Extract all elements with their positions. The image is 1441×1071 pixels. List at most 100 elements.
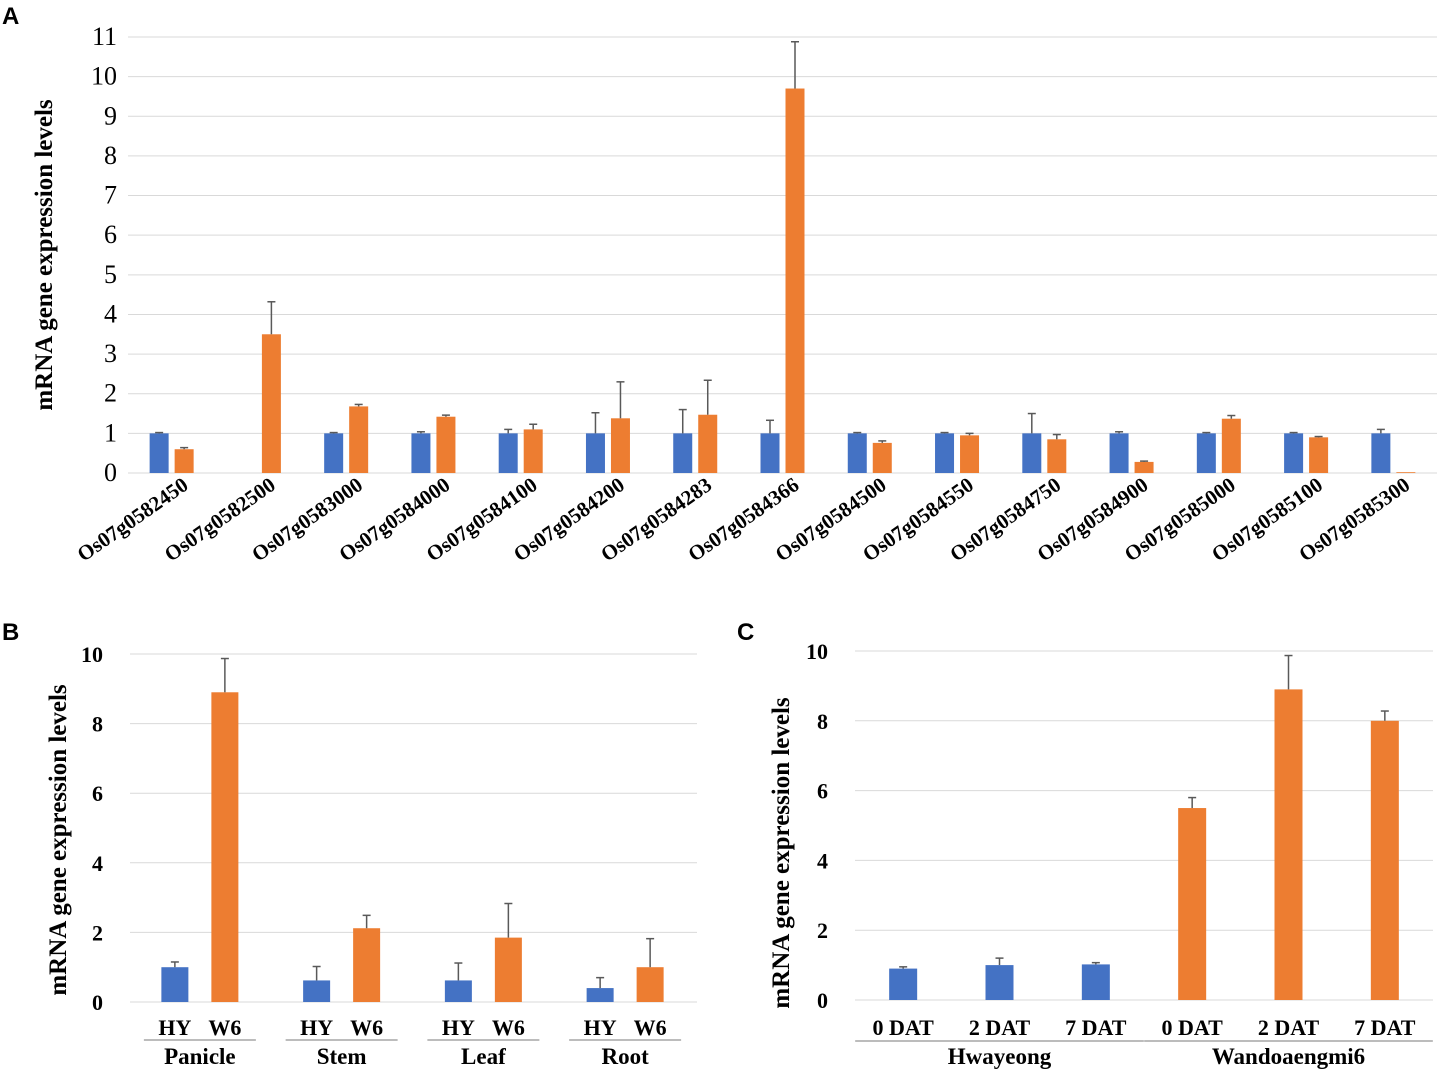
y-tick-label: 4 [104,299,117,328]
bar-w6 [960,435,980,473]
bar [1178,808,1207,1000]
panel-b-y-ticks: 0 2 4 6 8 10 [81,642,103,1015]
bar-w6 [872,442,892,473]
time-point-label: 7 DAT [1065,1015,1127,1040]
y-tick-label: 4 [92,851,103,876]
y-tick-label: 4 [817,848,828,873]
bar-hy [585,433,605,473]
bar-hy [1109,433,1129,473]
y-tick-label: 10 [806,639,828,664]
panel-a-letter: A [2,3,19,30]
panel-c: C 0 2 4 6 8 10 mRNA gene expression levels 0 … [737,619,1433,1069]
panel-c-error-bars [899,654,1389,969]
y-tick-label: 10 [91,62,117,91]
bar-hy [760,433,780,473]
bar-w6 [436,416,456,473]
bar-w6 [523,429,543,473]
panel-a: A 0 1 2 3 4 5 6 7 8 9 10 11 mRNA gene expression le… [2,3,1437,566]
bar-hy [586,988,614,1002]
panel-b-error-bars [170,657,655,989]
panel-a-gridlines [128,36,1437,474]
y-tick-label: 2 [817,918,828,943]
y-tick-label: 6 [817,779,828,804]
y-tick-label: 3 [104,339,117,368]
panel-c-bars [889,689,1399,1000]
bar-w6 [211,692,239,1002]
cultivar-label: Wandoaengmi6 [1212,1044,1365,1069]
y-tick-label: 0 [92,990,103,1015]
bar-hy [444,980,472,1002]
bar-hy [1196,433,1216,473]
y-tick-label: 5 [104,260,117,289]
panel-c-letter: C [737,619,754,646]
bar-w6 [174,449,194,473]
panel-a-error-bars [155,41,1385,462]
bar-w6 [610,418,630,473]
genotype-label: HY [584,1015,617,1040]
time-point-label: 0 DAT [873,1015,935,1040]
bar-hy [161,967,189,1002]
tissue-label: Panicle [164,1044,236,1069]
bar-w6 [349,406,369,473]
bar [889,968,918,1000]
panel-c-gridlines [855,650,1433,1001]
bar [1081,964,1110,1000]
genotype-label: W6 [208,1015,241,1040]
panel-b: B 0 2 4 6 8 10 mRNA gene expression levels HY… [2,619,697,1069]
bar-w6 [1047,439,1067,473]
y-tick-label: 8 [104,141,117,170]
time-point-label: 7 DAT [1354,1015,1416,1040]
panel-c-category-labels: 0 DAT 2 DAT 7 DAT Hwayeong 0 DAT 2 DAT 7 DAT Wa… [855,1015,1433,1069]
y-tick-label: 7 [104,181,117,210]
bar-w6 [353,928,381,1002]
y-tick-label: 11 [92,22,117,51]
bar [1370,720,1399,1000]
y-tick-label: 9 [104,101,117,130]
y-tick-label: 2 [104,379,117,408]
bar-w6 [1396,472,1416,473]
bar-hy [411,433,431,473]
time-point-label: 2 DAT [969,1015,1031,1040]
panel-a-y-ticks: 0 1 2 3 4 5 6 7 8 9 10 11 [91,22,117,487]
tissue-label: Stem [317,1044,367,1069]
y-tick-label: 6 [92,781,103,806]
panel-b-letter: B [2,619,19,646]
panel-a-y-axis-label: mRNA gene expression levels [31,99,58,411]
panel-a-category-labels: Os07g0582450Os07g0582500Os07g0583000Os07… [73,472,1415,566]
y-tick-label: 10 [81,642,103,667]
bar-hy [1284,433,1304,473]
bar-w6 [261,334,281,473]
panel-a-bars [149,88,1416,473]
cultivar-label: Hwayeong [948,1044,1052,1069]
bar-hy [935,433,955,473]
tissue-label: Leaf [461,1044,506,1069]
y-tick-label: 0 [104,458,117,487]
panel-c-y-ticks: 0 2 4 6 8 10 [806,639,828,1013]
y-tick-label: 0 [817,988,828,1013]
panel-b-category-labels: HY W6 Panicle HY W6 Stem HY W6 Leaf HY W6 Root [143,1015,682,1069]
panel-b-bars [161,692,664,1002]
y-tick-label: 1 [104,418,117,447]
bar-w6 [1309,437,1329,473]
tissue-label: Root [601,1044,649,1069]
panel-b-y-axis-label: mRNA gene expression levels [45,684,72,996]
genotype-label: W6 [350,1015,383,1040]
genotype-label: HY [442,1015,475,1040]
bar-w6 [1221,418,1241,473]
bar-w6 [1134,461,1154,473]
y-tick-label: 2 [92,920,103,945]
y-tick-label: 8 [92,712,103,737]
time-point-label: 2 DAT [1258,1015,1320,1040]
bar-hy [149,433,169,473]
bar-w6 [494,937,522,1002]
genotype-label: HY [158,1015,191,1040]
bar-w6 [785,88,805,473]
bar-hy [1022,433,1042,473]
genotype-label: HY [300,1015,333,1040]
bar-hy [1371,433,1391,473]
bar-hy [324,433,344,473]
bar-w6 [698,414,718,473]
genotype-label: W6 [492,1015,525,1040]
genotype-label: W6 [634,1015,667,1040]
